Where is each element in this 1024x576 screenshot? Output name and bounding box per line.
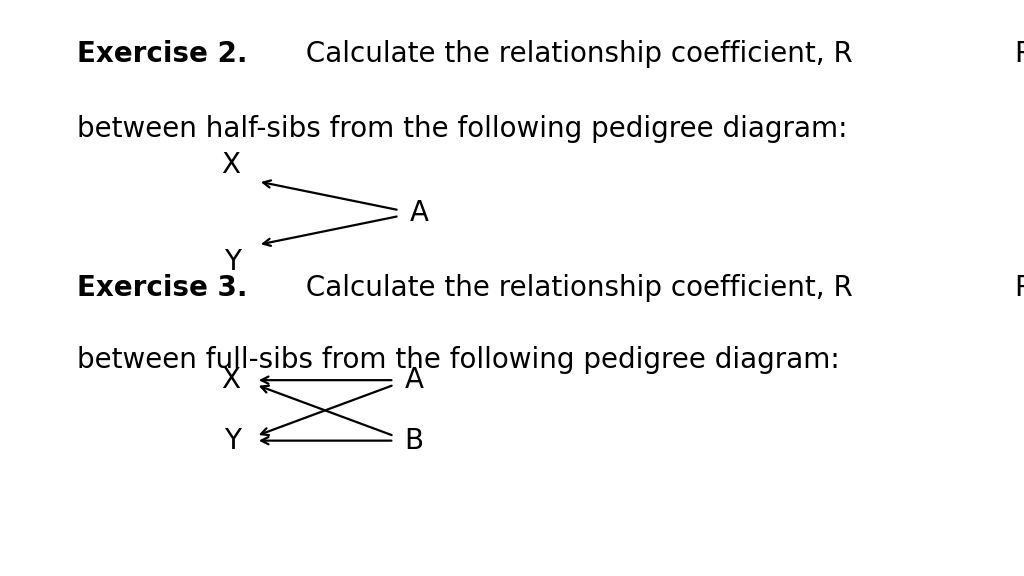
Text: A: A xyxy=(410,199,429,227)
Text: Calculate the relationship coefficient, R: Calculate the relationship coefficient, … xyxy=(297,40,853,69)
Text: B: B xyxy=(404,427,424,454)
Text: between half-sibs from the following pedigree diagram:: between half-sibs from the following ped… xyxy=(77,115,847,143)
Text: X: X xyxy=(221,366,241,394)
Text: R: R xyxy=(1014,274,1024,302)
Text: A: A xyxy=(404,366,424,394)
Text: Calculate the relationship coefficient, R: Calculate the relationship coefficient, … xyxy=(297,274,853,302)
Text: Y: Y xyxy=(223,427,241,454)
Text: between full-sibs from the following pedigree diagram:: between full-sibs from the following ped… xyxy=(77,346,840,374)
Text: Y: Y xyxy=(223,248,241,276)
Text: R: R xyxy=(1014,40,1024,69)
Text: X: X xyxy=(221,150,241,179)
Text: Exercise 2.: Exercise 2. xyxy=(77,40,248,69)
Text: Exercise 3.: Exercise 3. xyxy=(77,274,248,302)
